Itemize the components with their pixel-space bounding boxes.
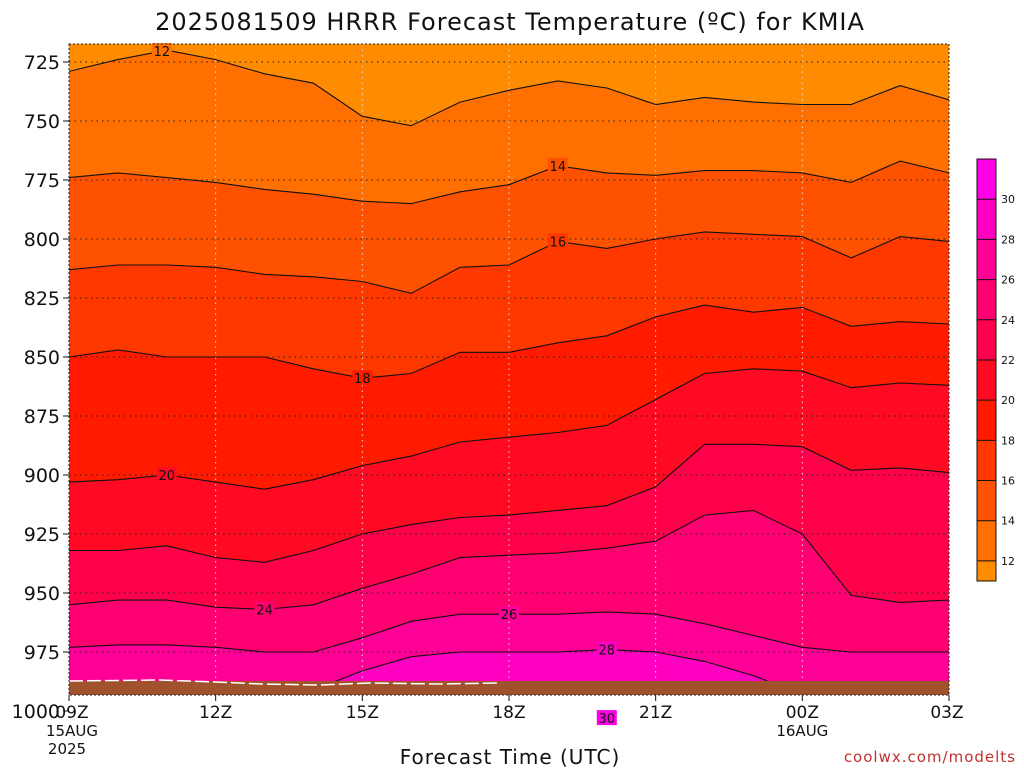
- contour-label-bg: [352, 370, 373, 386]
- ground-fill: [69, 681, 949, 695]
- colorbar-label: 24: [1001, 314, 1015, 327]
- colorbar-label: 14: [1001, 515, 1015, 528]
- contour-label-30: 30: [599, 712, 616, 727]
- colorbar-swatch: [977, 199, 996, 240]
- y-tick-label: 950: [24, 583, 60, 605]
- contour-label-bg: [151, 43, 172, 59]
- x-tick-date: 16AUG: [776, 722, 828, 740]
- colorbar-swatch: [977, 440, 996, 481]
- contour-label-24: 24: [256, 604, 273, 619]
- ground-edge: [69, 679, 501, 686]
- colorbar-frame: [976, 158, 997, 582]
- contour-label-28: 28: [599, 644, 616, 659]
- colorbar-label: 20: [1001, 394, 1015, 407]
- contour-label-18: 18: [354, 372, 371, 387]
- y-tick-label: 975: [24, 642, 60, 664]
- colorbar-label: 12: [1001, 555, 1015, 568]
- chart-title: 2025081509 HRRR Forecast Temperature (ºC…: [155, 8, 865, 36]
- x-tick-date: 15AUG: [46, 722, 98, 740]
- contour-labels: 12 14 16 18 20 24 26 28 30: [151, 43, 617, 727]
- y-tick-label: 775: [24, 170, 60, 192]
- colorbar-swatch: [977, 480, 996, 521]
- contour-line-22: [69, 443, 949, 563]
- x-tick-label: 03Z: [930, 703, 963, 723]
- contour-line-20: [69, 368, 949, 490]
- plot-area: [69, 44, 949, 695]
- colorbar-swatch: [977, 400, 996, 441]
- x-tick-label: 15Z: [346, 703, 379, 723]
- colorbar-swatch: [977, 279, 996, 320]
- colorbar-label: 22: [1001, 354, 1015, 367]
- y-tick-label: 1000: [12, 701, 60, 723]
- y-tick-label: 850: [24, 347, 60, 369]
- x-tick-label: 12Z: [199, 703, 232, 723]
- contour-line-12: [69, 49, 949, 127]
- contour-label-20: 20: [159, 469, 176, 484]
- contour-label-14: 14: [550, 160, 567, 175]
- y-tick-label: 725: [24, 52, 60, 74]
- colorbar-label: 16: [1001, 475, 1015, 488]
- y-tick-label: 825: [24, 288, 60, 310]
- contour-label-bg: [547, 233, 568, 249]
- contour-label-12: 12: [154, 45, 171, 60]
- x-tick-year: 2025: [48, 740, 86, 758]
- colorbar-swatch: [977, 159, 996, 200]
- contour-label-bg: [156, 467, 177, 482]
- colorbar-label: 28: [1001, 233, 1015, 246]
- y-tick-label: 900: [24, 465, 60, 487]
- contour-line-14: [69, 160, 949, 205]
- contour-label-bg: [547, 157, 568, 173]
- x-tick-label: 09Z: [55, 703, 88, 723]
- colorbar-label: 30: [1001, 193, 1015, 206]
- y-tick-label: 875: [24, 406, 60, 428]
- contour-label-bg: [254, 601, 275, 617]
- contour-line-18: [69, 304, 949, 379]
- colorbar-swatch: [977, 239, 996, 280]
- contour-line-16: [69, 231, 949, 294]
- colorbar-label: 26: [1001, 274, 1015, 287]
- y-axis: 725 750 775 800 825 850 875 900 925 950 975 1000: [12, 52, 69, 723]
- plot-frame: [68, 43, 950, 696]
- contour-line-24: [69, 509, 949, 611]
- y-tick-label: 750: [24, 111, 60, 133]
- colorbar-swatch: [977, 560, 996, 581]
- colorbar-swatch: [977, 520, 996, 561]
- y-tick-label: 925: [24, 524, 60, 546]
- ground-surface: [69, 679, 949, 695]
- contour-label-bg: [596, 641, 617, 657]
- x-tick-label: 21Z: [639, 703, 672, 723]
- contour-label-16: 16: [550, 235, 567, 250]
- y-tick-label: 800: [24, 229, 60, 251]
- contour-label-26: 26: [501, 608, 518, 623]
- x-tick-label: 18Z: [492, 703, 525, 723]
- colorbar-swatch: [977, 359, 996, 401]
- credit-link[interactable]: coolwx.com/modelts: [844, 748, 1016, 766]
- x-axis-title: Forecast Time (UTC): [400, 745, 621, 768]
- colorbar-swatch: [977, 319, 996, 360]
- x-tick-label: 00Z: [786, 703, 819, 723]
- contour-label-bg: [596, 710, 617, 726]
- contour-label-bg: [499, 606, 519, 622]
- colorbar: 12 14 16 18 20 22 24 26 28 30: [976, 158, 1015, 582]
- colorbar-label: 18: [1001, 434, 1015, 447]
